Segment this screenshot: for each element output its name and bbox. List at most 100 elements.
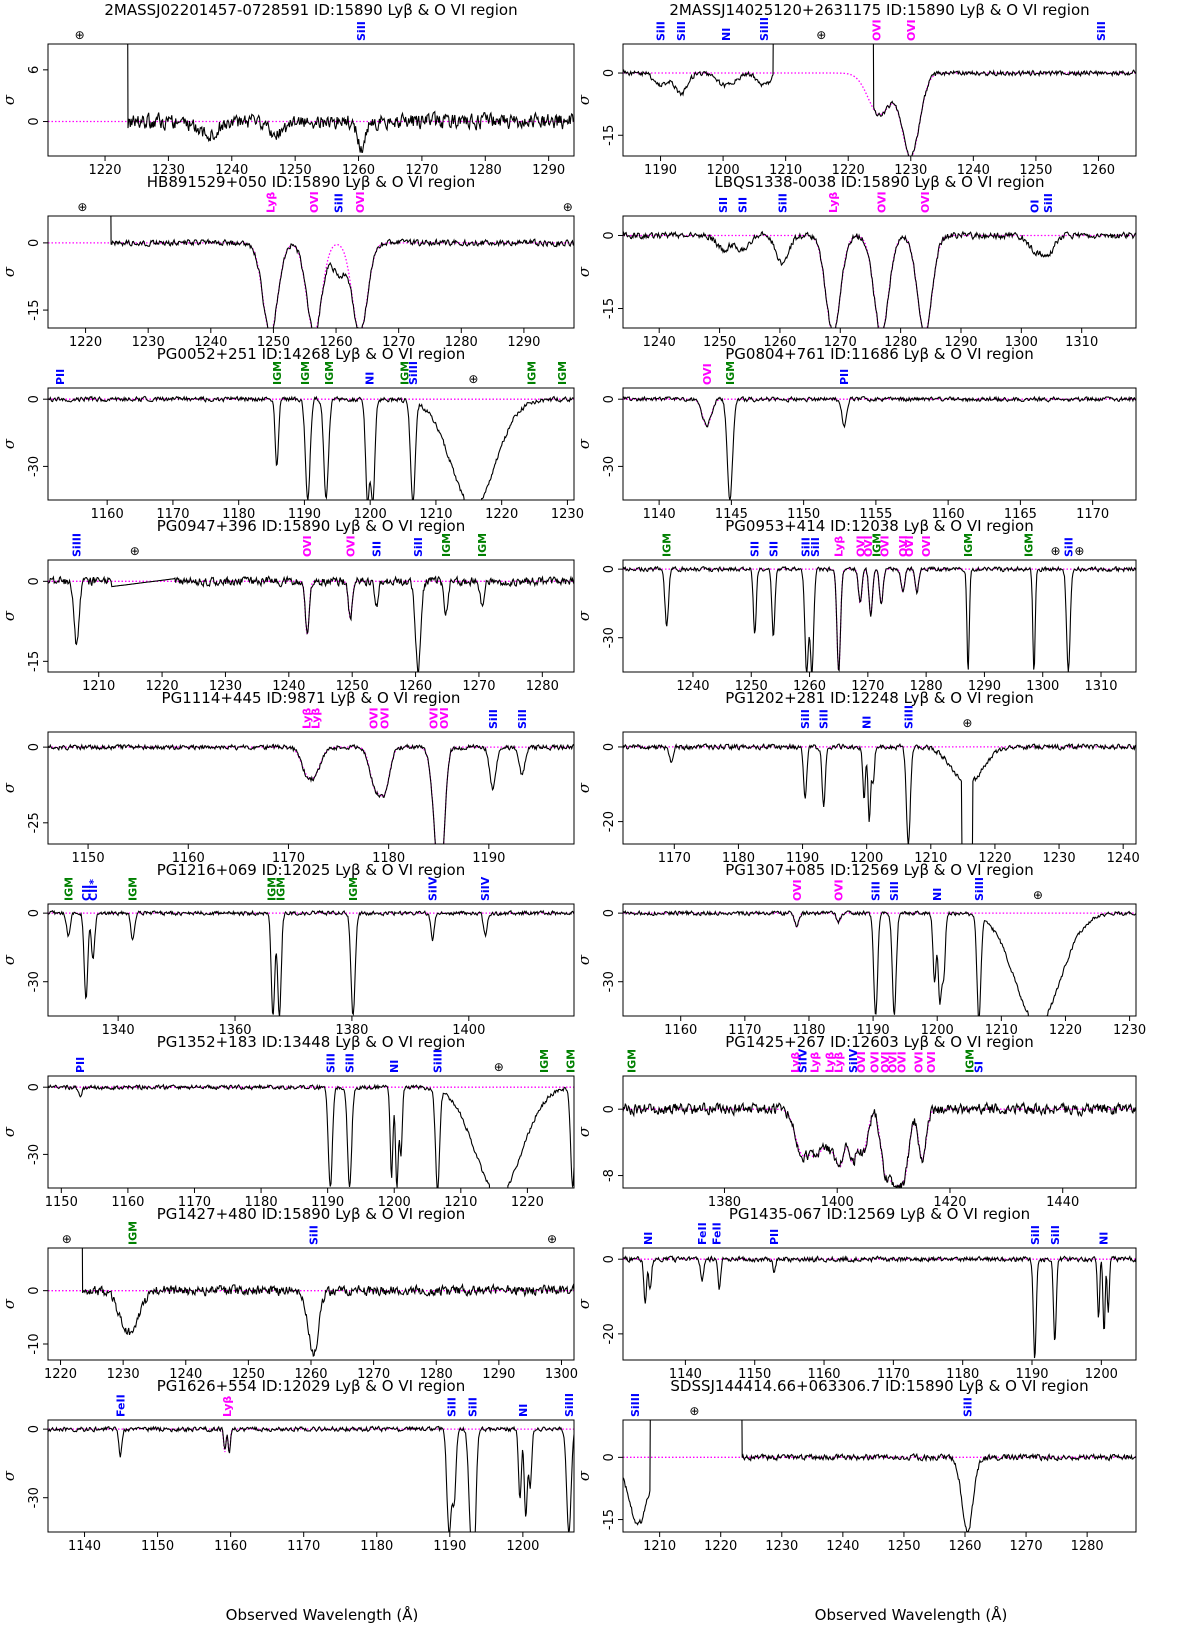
- y-tick-label: 0: [27, 1287, 42, 1295]
- plot-area: [623, 1420, 1136, 1532]
- x-tick-label: 1250: [232, 1367, 265, 1382]
- line-id-label: SiIII: [629, 1393, 642, 1417]
- x-tick-label: 1140: [68, 1539, 101, 1554]
- x-tick-label: 1250: [279, 163, 312, 178]
- x-tick-label: 1260: [763, 335, 796, 350]
- x-tick-label: 1180: [372, 851, 405, 866]
- plot-frame: [47, 903, 575, 1017]
- line-id-label: OVI: [854, 535, 867, 557]
- panel-title: LBQS1338-0038 ID:15890 Lyβ & O VI region: [714, 173, 1044, 191]
- line-id-label: OVI: [925, 1051, 938, 1073]
- x-tick-label: 1170: [1076, 507, 1109, 522]
- x-tick-label: 1145: [715, 507, 748, 522]
- spectrum-line: [623, 1255, 1136, 1359]
- x-tick-label: 1160: [111, 1195, 144, 1210]
- plot-area: [623, 395, 1136, 500]
- x-tick-label: 1270: [1010, 1539, 1043, 1554]
- panel-title: PG0947+396 ID:15890 Lyβ & O VI region: [157, 517, 465, 535]
- y-axis-label: σ: [0, 438, 18, 449]
- line-id-label: PII: [54, 369, 67, 385]
- earthshine-marker: ⊕: [1051, 544, 1061, 558]
- line-id-label: SiII: [655, 21, 668, 41]
- line-id-label: CII*: [87, 879, 100, 901]
- x-axis-label-right: Observed Wavelength (Å): [815, 1605, 1008, 1624]
- spectrum-panel-3: HB891529+050 ID:15890 Lyβ & O VI region σ…: [0, 173, 575, 350]
- line-id-label: SiIII: [902, 705, 915, 729]
- x-tick-label: 1230: [894, 163, 927, 178]
- y-tick-label: -15: [602, 125, 617, 146]
- y-tick-label: -20: [602, 811, 617, 832]
- line-id-label: OVI: [870, 19, 883, 41]
- line-id-label: NI: [364, 372, 377, 385]
- x-tick-label: 1180: [946, 1367, 979, 1382]
- x-tick-label: 1220: [44, 1367, 77, 1382]
- line-id-label: SiII: [1029, 1225, 1042, 1245]
- panel-title: PG1202+281 ID:12248 Lyβ & O VI region: [725, 689, 1033, 707]
- x-tick-label: 1230: [107, 1367, 140, 1382]
- model-fit-line: [623, 568, 1136, 672]
- line-id-label: NI: [1097, 1232, 1110, 1245]
- x-tick-label: 1160: [172, 851, 205, 866]
- line-id-label: IGM: [1023, 533, 1036, 557]
- line-id-label: IGM: [127, 877, 140, 901]
- x-tick-label: 1440: [1046, 1195, 1079, 1210]
- plot-area: [48, 1248, 574, 1358]
- line-id-label: SiIV: [847, 1048, 860, 1073]
- line-id-label: IGM: [964, 1049, 977, 1073]
- x-tick-label: 1210: [82, 679, 115, 694]
- plot-area: [623, 742, 1136, 844]
- y-axis-label: σ: [575, 94, 593, 105]
- plot-frame: [622, 1419, 1137, 1533]
- x-tick-label: 1260: [320, 335, 353, 350]
- x-tick-label: 1190: [786, 851, 819, 866]
- line-id-label: SiIV: [479, 876, 492, 901]
- y-tick-label: -15: [27, 651, 42, 672]
- y-tick-label: 0: [602, 231, 617, 239]
- y-axis-label: σ: [575, 266, 593, 277]
- y-tick-label: 0: [27, 239, 42, 247]
- line-id-label: IGM: [275, 877, 288, 901]
- line-id-label: SiIII: [758, 17, 771, 41]
- y-tick-label: 0: [27, 743, 42, 751]
- x-tick-label: 1160: [214, 1539, 247, 1554]
- plot-frame: [622, 903, 1137, 1017]
- line-id-label: OVI: [862, 535, 875, 557]
- x-tick-label: 1240: [194, 335, 227, 350]
- x-tick-label: 1210: [914, 851, 947, 866]
- x-tick-label: 1150: [72, 851, 105, 866]
- y-tick-label: 0: [27, 395, 42, 403]
- line-id-label: OVI: [879, 535, 892, 557]
- line-id-label: CII: [80, 885, 93, 901]
- y-axis-label: σ: [575, 610, 593, 621]
- line-id-label: SiII: [324, 1053, 337, 1073]
- x-tick-label: 1220: [832, 163, 865, 178]
- x-tick-label: 1170: [877, 1367, 910, 1382]
- y-tick-label: 0: [602, 395, 617, 403]
- x-tick-label: 1270: [405, 163, 438, 178]
- spectrum-line: [623, 565, 1136, 672]
- x-tick-label: 1220: [69, 335, 102, 350]
- spectrum-panel-10: PG1202+281 ID:12248 Lyβ & O VI region σ 11…: [575, 689, 1140, 866]
- x-tick-label: 1220: [1049, 1023, 1082, 1038]
- panel-title: PG0052+251 ID:14268 Lyβ & O VI region: [157, 345, 465, 363]
- spectrum-line: [81, 1248, 574, 1358]
- line-id-label: IGM: [323, 361, 336, 385]
- y-tick-label: -30: [602, 627, 617, 648]
- x-tick-label: 1170: [287, 1539, 320, 1554]
- line-id-label: SI: [973, 1061, 986, 1073]
- y-axis-label: σ: [0, 1298, 18, 1309]
- line-id-label: Lyβ: [789, 1052, 802, 1073]
- panel-title: PG0804+761 ID:11686 Lyβ & O VI region: [725, 345, 1033, 363]
- x-tick-label: 1270: [462, 679, 495, 694]
- line-id-label: IGM: [962, 533, 975, 557]
- y-axis-label: σ: [575, 782, 593, 793]
- line-id-label: OVI: [905, 19, 918, 41]
- plot-frame: [47, 215, 575, 329]
- y-axis-label: σ: [575, 1126, 593, 1137]
- x-tick-label: 1260: [793, 679, 826, 694]
- x-tick-label: 1230: [551, 507, 584, 522]
- y-tick-label: 0: [27, 577, 42, 585]
- x-tick-label: 1290: [507, 335, 540, 350]
- spectrum-panel-13: PG1352+183 ID:13448 Lyβ & O VI region σ 11…: [0, 1033, 578, 1210]
- line-id-label: SiIV: [796, 1048, 809, 1073]
